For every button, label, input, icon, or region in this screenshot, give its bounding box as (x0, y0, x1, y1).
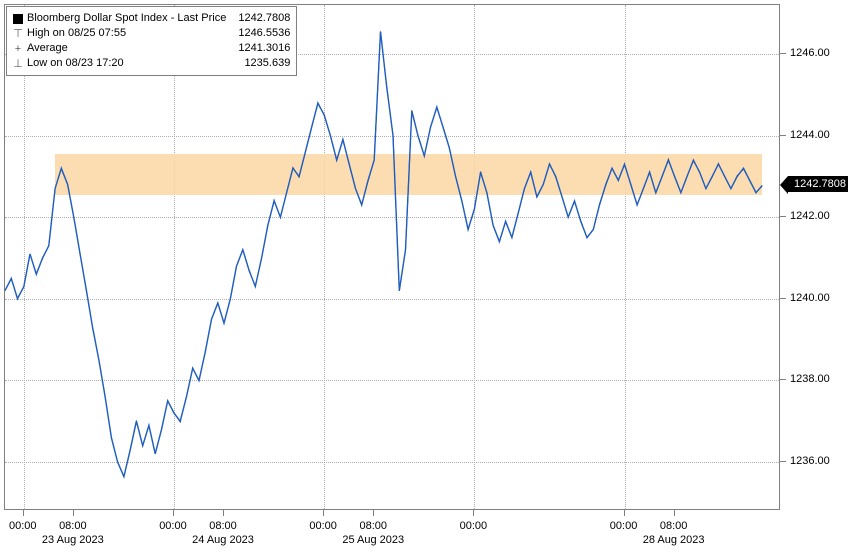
x-tick-mark (674, 510, 675, 516)
legend-box: Bloomberg Dollar Spot Index - Last Price… (6, 6, 297, 76)
x-axis-time-label: 08:00 (59, 520, 87, 532)
y-axis-tick-label: 1244.00 (790, 129, 830, 141)
x-tick-mark (173, 510, 174, 516)
price-line-layer (5, 5, 781, 511)
y-axis-tick-label: 1238.00 (790, 373, 830, 385)
y-tick-mark (780, 461, 786, 462)
x-tick-mark (323, 510, 324, 516)
x-axis-time-label: 08:00 (359, 520, 387, 532)
x-axis-time-label: 08:00 (660, 520, 688, 532)
x-tick-mark (73, 510, 74, 516)
x-axis-date-label: 25 Aug 2023 (342, 534, 404, 546)
price-line (5, 32, 762, 477)
legend-square-icon (13, 14, 23, 24)
legend-row: Bloomberg Dollar Spot Index - Last Price… (13, 11, 290, 26)
x-axis-time-label: 00:00 (9, 520, 37, 532)
x-axis-date-label: 28 Aug 2023 (643, 534, 705, 546)
y-axis-tick-label: 1236.00 (790, 455, 830, 467)
y-tick-mark (780, 216, 786, 217)
legend-avg-icon: + (13, 44, 23, 54)
last-price-flag: 1242.7808 (788, 176, 848, 192)
x-axis-time-label: 08:00 (209, 520, 237, 532)
y-tick-mark (780, 379, 786, 380)
x-axis-date-label: 23 Aug 2023 (42, 534, 104, 546)
legend-label: Low on 08/23 17:20 (27, 56, 244, 71)
x-tick-mark (23, 510, 24, 516)
y-axis-tick-label: 1242.00 (790, 210, 830, 222)
x-tick-mark (473, 510, 474, 516)
y-tick-mark (780, 53, 786, 54)
x-tick-mark (624, 510, 625, 516)
plot-area (4, 4, 780, 510)
y-tick-mark (780, 135, 786, 136)
x-axis-time-label: 00:00 (610, 520, 638, 532)
legend-high-icon: ⊤ (13, 29, 23, 39)
x-axis-date-label: 24 Aug 2023 (192, 534, 254, 546)
legend-label: Average (27, 41, 238, 56)
legend-row: ⊤ High on 08/25 07:551246.5536 (13, 26, 290, 41)
y-axis-tick-label: 1240.00 (790, 292, 830, 304)
legend-value: 1241.3016 (238, 41, 290, 56)
legend-value: 1242.7808 (238, 11, 290, 26)
x-tick-mark (373, 510, 374, 516)
x-tick-mark (223, 510, 224, 516)
legend-label: Bloomberg Dollar Spot Index - Last Price (27, 11, 238, 26)
legend-row: + Average1241.3016 (13, 41, 290, 56)
x-axis-time-label: 00:00 (159, 520, 187, 532)
y-tick-mark (780, 298, 786, 299)
x-axis-time-label: 00:00 (309, 520, 337, 532)
y-axis-tick-label: 1246.00 (790, 47, 830, 59)
chart-container: { "layout": { "width": 848, "height": 55… (0, 0, 848, 559)
legend-low-icon: ⊥ (13, 59, 23, 69)
legend-row: ⊥ Low on 08/23 17:201235.639 (13, 56, 290, 71)
price-line-shadow (5, 31, 762, 476)
x-axis-time-label: 00:00 (460, 520, 488, 532)
legend-value: 1235.639 (244, 56, 290, 71)
legend-value: 1246.5536 (238, 26, 290, 41)
legend-label: High on 08/25 07:55 (27, 26, 238, 41)
